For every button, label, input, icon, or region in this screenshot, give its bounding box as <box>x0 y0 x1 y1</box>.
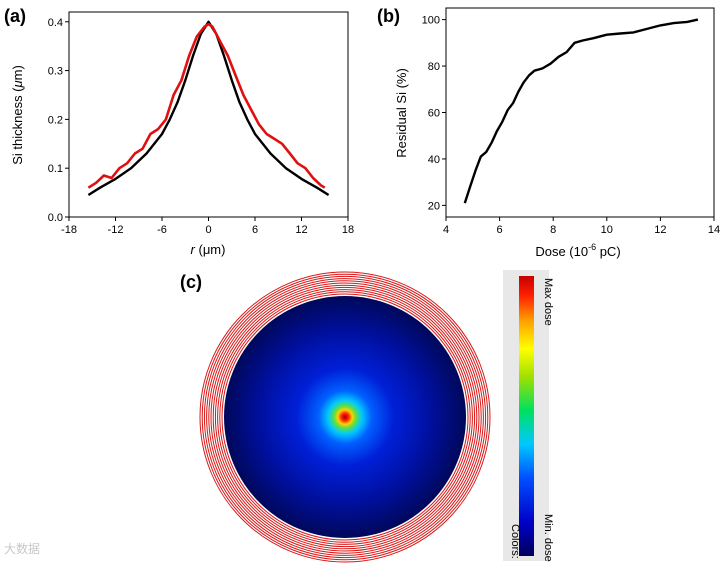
plot-frame-a <box>68 11 349 218</box>
series-line-residual <box>463 18 699 204</box>
red-ring <box>219 291 471 543</box>
y-axis-title-a-italic: μ <box>10 80 25 88</box>
x-axis-title-a: r (μm) <box>191 242 226 257</box>
colorbar-gradient <box>519 276 534 556</box>
red-ring <box>212 284 478 550</box>
y-tick-label: 100 <box>422 15 440 27</box>
y-tick-label: 0.3 <box>48 66 63 78</box>
x-tick-label: 6 <box>497 224 503 236</box>
y-tick-label: 0.2 <box>48 114 63 126</box>
x-tick-label: 0 <box>205 224 211 236</box>
x-tick-label: 4 <box>443 224 449 236</box>
series-line-measured <box>87 22 326 189</box>
chart-c: (c) Max dose Min. dose Colors: <box>180 270 554 563</box>
y-axis-title-a: Si thickness (μm) <box>10 65 25 165</box>
y-tick-label: 0.1 <box>48 163 63 175</box>
axis-ticks-b: 4 6 8 10 12 14 20 40 60 80 100 <box>422 15 720 236</box>
x-axis-title-b-pre: Dose (10 <box>535 244 588 259</box>
x-axis-title-b-sup: -6 <box>588 242 596 252</box>
x-axis-title-b-post: pC) <box>596 244 621 259</box>
x-tick-label: 12 <box>654 224 666 236</box>
y-tick-label: 80 <box>428 61 440 73</box>
x-tick-label: -12 <box>108 224 124 236</box>
red-ring <box>203 275 487 559</box>
colorbar-caption: Colors: <box>509 524 521 559</box>
y-tick-label: 40 <box>428 154 440 166</box>
red-ring <box>214 286 476 548</box>
x-axis-title-b: Dose (10-6 pC) <box>535 242 620 259</box>
x-axis-title-a-rest: (μm) <box>195 242 226 257</box>
series-group-a <box>87 20 330 197</box>
red-ring <box>208 280 482 554</box>
colorbar-max-label: Max dose <box>542 278 554 326</box>
y-axis-title-a-pre: Si thickness ( <box>10 87 25 165</box>
panel-label-a: (a) <box>4 6 26 26</box>
x-tick-label: 10 <box>601 224 613 236</box>
x-tick-label: 6 <box>252 224 258 236</box>
red-ring <box>201 273 489 561</box>
red-ring <box>217 289 473 545</box>
plot-frame-b <box>445 7 715 218</box>
dose-disc <box>224 296 466 538</box>
red-ring <box>206 278 484 556</box>
panel-label-c: (c) <box>180 272 202 292</box>
y-axis-title-b: Residual Si (%) <box>394 68 409 158</box>
x-tick-label: 12 <box>295 224 307 236</box>
watermark: 大数据 <box>4 542 41 556</box>
series-group-b <box>463 18 699 204</box>
series-line-fit <box>87 20 330 197</box>
chart-a: (a) -18 -12 -6 0 6 12 18 0.0 0.1 0.2 0.3 0.4 r (μm)… <box>4 6 354 257</box>
y-axis-title-a-post: m) <box>10 65 25 80</box>
x-tick-label: 14 <box>708 224 720 236</box>
red-ring <box>221 293 469 541</box>
panel-label-b: (b) <box>377 6 400 26</box>
x-tick-label: -6 <box>157 224 167 236</box>
colorbar-min-label: Min. dose <box>542 514 554 562</box>
y-tick-label: 0.0 <box>48 212 63 224</box>
y-tick-label: 20 <box>428 200 440 212</box>
x-tick-label: 18 <box>342 224 354 236</box>
y-tick-label: 0.4 <box>48 17 63 29</box>
red-ring <box>210 282 480 552</box>
x-tick-label: -18 <box>61 224 77 236</box>
x-tick-label: 8 <box>550 224 556 236</box>
axis-ticks-a: -18 -12 -6 0 6 12 18 0.0 0.1 0.2 0.3 0.4 <box>48 17 354 236</box>
red-ring <box>199 271 491 563</box>
x-axis-title-a-italic: r <box>191 242 196 257</box>
y-tick-label: 60 <box>428 108 440 120</box>
